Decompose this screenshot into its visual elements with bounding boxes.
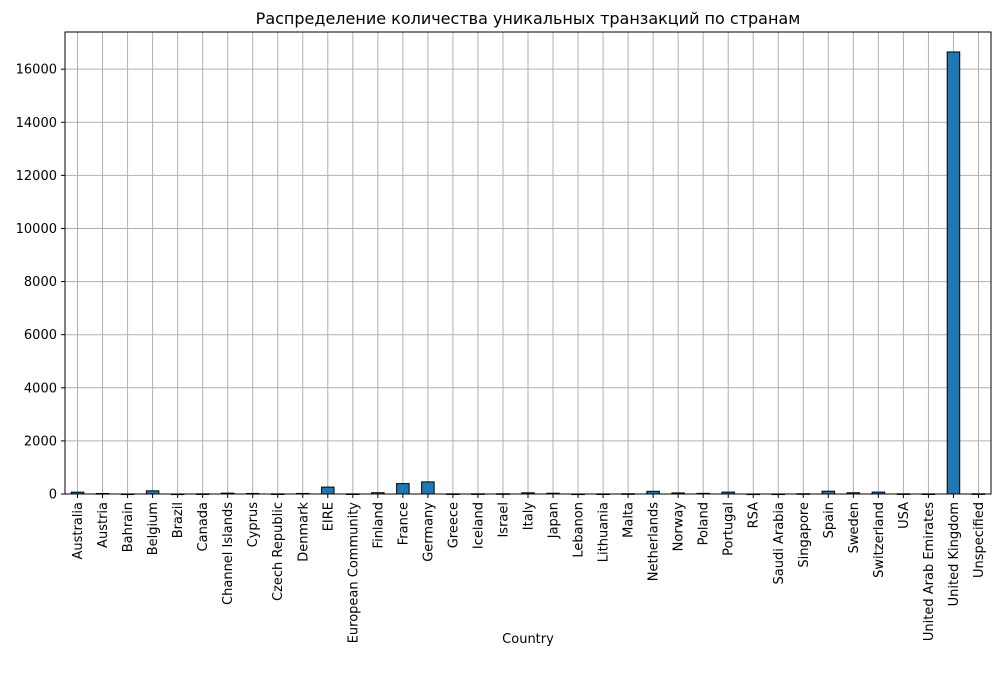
x-tick-label: Czech Republic <box>271 502 286 601</box>
grid-layer <box>65 32 991 495</box>
x-tick-label: European Community <box>346 502 361 644</box>
x-tick-label: Belgium <box>146 502 161 555</box>
x-tick-label: Sweden <box>847 502 862 553</box>
x-tick-label: USA <box>897 502 912 529</box>
x-tick-label: Singapore <box>797 502 812 568</box>
x-tick-label: Lithuania <box>597 502 612 562</box>
x-tick-label: United Kingdom <box>947 502 962 606</box>
x-tick-label: RSA <box>747 502 762 529</box>
y-tick-label: 2000 <box>24 434 57 449</box>
y-tick-label: 0 <box>49 488 57 503</box>
x-tick-label: Greece <box>446 502 461 548</box>
bar <box>946 51 961 495</box>
y-tick-label: 4000 <box>24 381 57 396</box>
bar <box>321 486 335 495</box>
y-tick-label: 12000 <box>16 169 57 184</box>
x-tick-label: Israel <box>496 502 511 538</box>
x-tick-label: Lebanon <box>572 502 587 558</box>
y-tick-label: 6000 <box>24 328 57 343</box>
x-tick-label: Portugal <box>722 502 737 556</box>
x-tick-label: Netherlands <box>647 502 662 581</box>
y-axis: 0 2000 4000 6000 8000 10000 12000 14000 16000 <box>16 63 65 503</box>
x-tick-label: Bahrain <box>121 502 136 552</box>
x-tick-label: Australia <box>71 502 86 560</box>
y-tick-label: 10000 <box>16 222 57 237</box>
bar <box>396 483 410 495</box>
chart-title: Распределение количества уникальных тран… <box>256 9 801 28</box>
x-tick-label: Austria <box>96 502 111 548</box>
x-axis: Australia Austria Bahrain Belgium Brazil Cana… <box>71 494 987 643</box>
x-tick-label: EIRE <box>321 502 336 531</box>
x-axis-label: Country <box>502 632 554 647</box>
x-tick-label: Germany <box>421 502 436 562</box>
x-tick-label: United Arab Emirates <box>922 502 937 641</box>
x-tick-label: Spain <box>822 502 837 538</box>
x-tick-label: Iceland <box>471 502 486 549</box>
y-tick-label: 14000 <box>16 116 57 131</box>
x-tick-label: Cyprus <box>246 502 261 548</box>
x-tick-label: Saudi Arabia <box>772 502 787 585</box>
x-tick-label: Norway <box>672 502 687 552</box>
x-tick-label: France <box>396 502 411 545</box>
x-tick-label: Channel Islands <box>221 502 236 605</box>
bar <box>421 481 435 495</box>
y-tick-label: 16000 <box>16 63 57 78</box>
x-tick-label: Unspecified <box>972 502 987 578</box>
x-tick-label: Italy <box>522 502 537 531</box>
x-tick-label: Denmark <box>296 502 311 562</box>
x-tick-label: Canada <box>196 502 211 551</box>
x-tick-label: Japan <box>547 502 562 539</box>
x-tick-label: Malta <box>622 502 637 538</box>
x-tick-label: Brazil <box>171 502 186 538</box>
x-tick-label: Switzerland <box>872 502 887 578</box>
y-tick-label: 8000 <box>24 275 57 290</box>
x-tick-label: Poland <box>697 502 712 545</box>
x-tick-label: Finland <box>371 502 386 548</box>
